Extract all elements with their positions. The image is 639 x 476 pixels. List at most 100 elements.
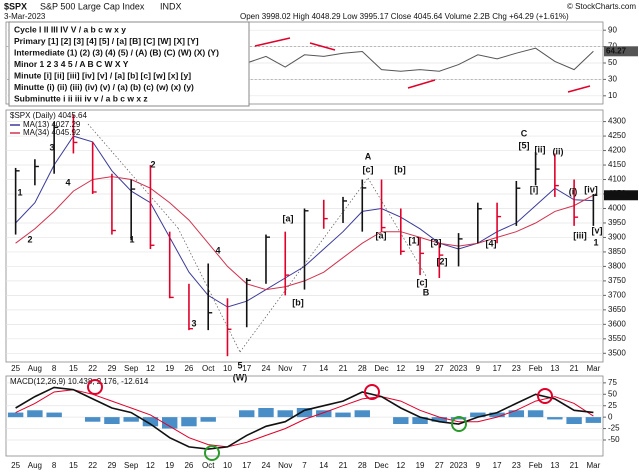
wave-label: 1 [129,234,134,244]
y-tick-label: -25 [608,424,620,433]
x-tick-label: 13 [550,364,559,373]
histogram-bar [393,417,409,424]
histogram-bar [142,417,159,427]
wave-label: [1] [409,235,420,245]
x-tick-label: 22 [88,364,97,373]
x-tick-label: 14 [319,364,328,373]
wave-label: 3 [191,318,196,328]
x-tick-label: 21 [339,364,348,373]
histogram-bar [316,410,332,418]
x-tick-label: Dec [374,364,388,373]
x-tick-label: 9 [476,461,481,470]
legend-entry: MA(34) 4045.92 [23,128,81,137]
x-tick-label: Nov [278,364,292,373]
quote: Open 3998.02 High 4048.29 Low 3995.17 Cl… [240,12,569,21]
legend-entry: Minute [i] [ii] [iii] [iv] [v] / [a] [b]… [14,70,191,80]
histogram-bar [412,417,428,424]
y-tick-label: 4200 [608,146,626,155]
wave-label: B [423,287,430,297]
wave-label: 4 [65,177,70,187]
x-tick-label: 17 [493,461,502,470]
x-tick-label: 2023 [450,461,468,470]
histogram-bar [239,410,255,418]
x-tick-label: Aug [28,364,42,373]
y-tick-label: 4150 [608,160,626,169]
macd-legend: MACD(12,26,9) 10.438, 2.176, -12.614 [10,377,149,386]
x-tick-label: 21 [570,461,579,470]
legend-entry: Minutte (i) (ii) (iii) (iv) (v) / (a) (b… [14,82,194,92]
wave-legend: Cycle I II III IV V / a b c w x y Primary… [8,21,250,107]
exchange: INDX [160,1,182,11]
histogram-bar [7,412,24,418]
trend-line [254,37,291,47]
highlight-circle [87,379,103,395]
x-tick-label: 28 [358,461,367,470]
x-tick-label: 27 [435,461,444,470]
wave-label: [v] [592,225,603,235]
wave-label: 1 [17,187,22,197]
x-tick-label: 7 [302,364,307,373]
x-tick-label: 19 [165,461,174,470]
x-tick-label: 28 [358,364,367,373]
credit: © StockCharts.com [567,2,636,11]
x-tick-label: 7 [302,461,307,470]
wave-label: 2 [27,234,32,244]
x-tick-label: 19 [416,364,425,373]
y-tick-label: 4100 [608,175,626,184]
x-tick-label: Dec [374,461,388,470]
histogram-bar [508,410,525,418]
highlight-circle [204,445,220,461]
highlight-circle [537,388,553,404]
histogram-bar [547,417,563,420]
x-tick-label: 10 [223,364,232,373]
wave-guide [87,123,179,229]
x-tick-label: 17 [242,364,251,373]
wave-guide [239,177,369,353]
wave-label: [4] [486,238,497,248]
y-tick-label: 3700 [608,290,626,299]
histogram-bar [200,417,216,422]
y-tick-label: 75 [608,378,617,387]
legend-entry: Primary [1] [2] [3] [4] [5] / [a] [B] [C… [14,36,199,46]
x-tick-label: 14 [319,461,328,470]
x-tick-label: Sep [124,461,139,470]
x-tick-label: 12 [146,461,155,470]
x-tick-label: Feb [529,461,543,470]
histogram-bar [335,412,351,418]
y-tick-label: 4250 [608,131,626,140]
value-tag [604,46,638,57]
legend-entry: MA(13) 4027.29 [23,120,81,129]
x-tick-label: Aug [28,461,42,470]
y-tick-label: 3800 [608,262,626,271]
histogram-bar [27,410,43,418]
value-tag-label: 4045.64 [606,190,635,199]
legend-entry: Subminutte i ii iii iv v / a b c w x z [14,93,148,103]
histogram-bar [123,417,139,422]
y-tick-label: 4000 [608,204,626,213]
x-tick-label: 12 [146,364,155,373]
histogram-bar [566,417,582,424]
histogram-bar [84,417,101,422]
x-tick-label: 15 [69,364,78,373]
security-name: S&P 500 Large Cap Index [40,1,145,11]
price-legend: $SPX (Daily) 4045.64 [10,111,87,120]
wave-label: [b] [292,297,304,307]
x-tick-label: Mar [586,461,600,470]
wave-guide [367,177,427,277]
x-tick-label: 27 [435,364,444,373]
x-tick-label: 21 [339,461,348,470]
wave-label: 5 [237,360,242,370]
y-tick-label: 3900 [608,233,626,242]
wave-label: [b] [394,164,406,174]
x-tick-label: 15 [69,461,78,470]
y-tick-label: 10 [608,91,617,100]
symbol: $SPX [4,1,27,11]
y-tick-label: 30 [608,75,617,84]
wave-label: [i] [530,184,539,194]
x-tick-label: 8 [52,461,57,470]
y-tick-label: 3950 [608,218,626,227]
histogram-bar [527,410,544,418]
wave-label: [iii] [573,230,587,240]
x-tick-label: 13 [550,461,559,470]
x-tick-label: 25 [11,461,20,470]
